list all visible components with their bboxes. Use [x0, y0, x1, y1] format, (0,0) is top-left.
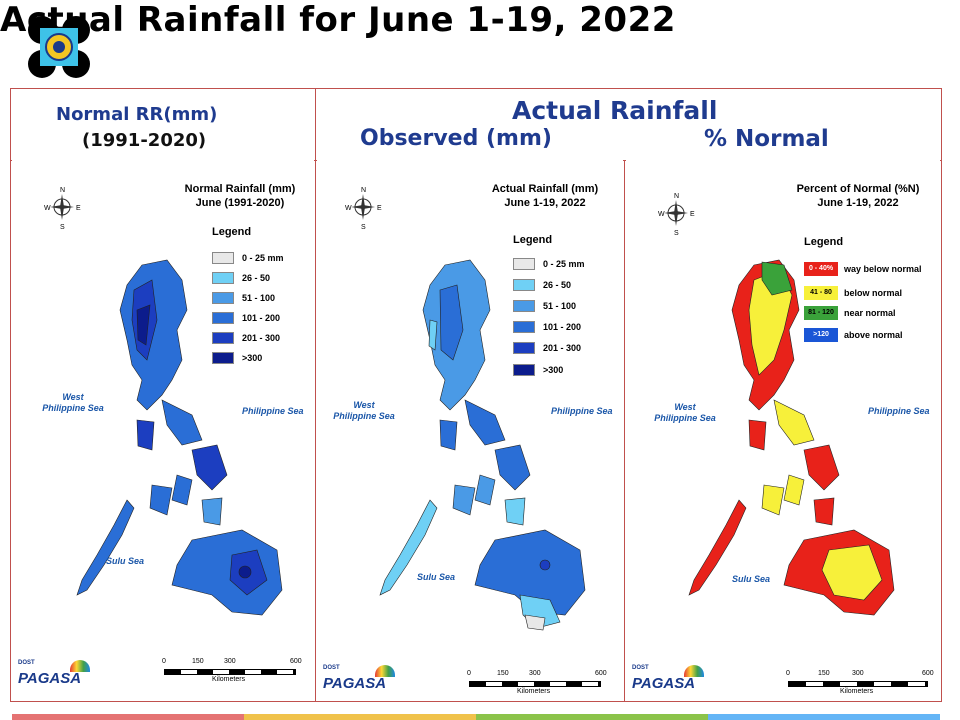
svg-text:W: W — [658, 211, 665, 218]
legend-item: 101 - 200 — [513, 321, 581, 333]
page-title: Actual Rainfall for June 1-19, 2022 — [0, 0, 676, 40]
sea-label-west-2: Philippine Sea — [654, 413, 716, 423]
compass-icon: N S W E — [44, 187, 81, 230]
sea-label-east: Philippine Sea — [242, 406, 304, 416]
sea-label-west: West — [674, 402, 696, 412]
legend-item: 0 - 25 mm — [212, 252, 284, 264]
legend-title: Legend — [212, 226, 252, 238]
map-panel-percent: N S W E Percent of Normal (%N) June 1-19… — [626, 160, 940, 700]
svg-text:N: N — [361, 187, 366, 194]
map-title-line1: Actual Rainfall (mm) — [491, 183, 599, 195]
legend-item: >300 — [513, 364, 563, 376]
legend-item: 41 - 80 below normal — [804, 286, 902, 300]
svg-text:W: W — [44, 205, 51, 212]
legend-item: 26 - 50 — [513, 279, 571, 291]
legend-item: 0 - 40% way below normal — [804, 262, 922, 276]
scale-bar: 0 150 300 600 Kilometers — [162, 658, 302, 683]
sea-label-west: West — [62, 392, 84, 402]
dost-logo — [26, 14, 92, 80]
svg-text:N: N — [674, 193, 679, 200]
legend-title: Legend — [804, 236, 844, 248]
legend-item: 26 - 50 — [212, 272, 270, 284]
legend-title: Legend — [513, 234, 553, 246]
svg-text:N: N — [60, 187, 65, 194]
scale-bar: 0 150 300 600 Kilometers — [467, 670, 607, 695]
legend-item: 201 - 300 — [212, 332, 280, 344]
legend-item: >300 — [212, 352, 262, 364]
legend-item: 101 - 200 — [212, 312, 280, 324]
map-title-line1: Percent of Normal (%N) — [796, 183, 920, 195]
map-panel-normal: N S W E Normal Rainfall (mm) June (1991-… — [12, 160, 314, 700]
legend-item: 201 - 300 — [513, 342, 581, 354]
legend-item: 51 - 100 — [212, 292, 275, 304]
svg-text:S: S — [60, 224, 65, 230]
scale-unit: Kilometers — [212, 676, 246, 683]
philippines-map — [76, 259, 283, 616]
svg-text:S: S — [674, 230, 679, 236]
philippines-map — [379, 259, 586, 631]
compass-icon: N S W E — [658, 193, 695, 236]
header-observed: Observed (mm) — [360, 126, 552, 151]
pagasa-logo: DOST PAGASA — [632, 665, 712, 695]
sea-label-sulu: Sulu Sea — [732, 574, 771, 584]
svg-text:S: S — [361, 224, 366, 230]
sea-label-sulu: Sulu Sea — [106, 556, 145, 566]
footer-strip — [12, 714, 940, 720]
map-title-line2: June (1991-2020) — [195, 197, 285, 209]
scale-unit: Kilometers — [517, 688, 551, 695]
sea-label-west-2: Philippine Sea — [42, 403, 104, 413]
sea-label-west: West — [353, 400, 375, 410]
header-percent: % Normal — [704, 126, 829, 152]
map-panel-observed: N S W E Actual Rainfall (mm) June 1-19, … — [317, 160, 623, 700]
compass-icon: N S W E — [345, 187, 382, 230]
header-actual: Actual Rainfall — [512, 96, 718, 125]
svg-text:E: E — [690, 211, 695, 218]
sea-label-east: Philippine Sea — [868, 406, 930, 416]
svg-text:E: E — [377, 205, 382, 212]
sea-label-east: Philippine Sea — [551, 406, 613, 416]
map-title-line2: June 1-19, 2022 — [504, 197, 586, 209]
sea-label-sulu: Sulu Sea — [417, 572, 456, 582]
legend-item: >120 above normal — [804, 328, 903, 342]
header-normal-line1: Normal RR(mm) — [56, 104, 218, 125]
map-title-line2: June 1-19, 2022 — [817, 197, 899, 209]
pagasa-logo: DOST PAGASA — [18, 660, 98, 690]
legend-item: 81 - 120 near normal — [804, 306, 896, 320]
svg-text:W: W — [345, 205, 352, 212]
legend-item: 0 - 25 mm — [513, 258, 585, 270]
pagasa-logo: DOST PAGASA — [323, 665, 403, 695]
sea-label-west-2: Philippine Sea — [333, 411, 395, 421]
scale-bar: 0 150 300 600 Kilometers — [786, 670, 934, 695]
philippines-map — [688, 259, 895, 616]
map-title-line1: Normal Rainfall (mm) — [184, 183, 296, 195]
header-normal-line2: (1991-2020) — [82, 130, 207, 151]
scale-unit: Kilometers — [840, 688, 874, 695]
legend-item: 51 - 100 — [513, 300, 576, 312]
svg-text:E: E — [76, 205, 81, 212]
